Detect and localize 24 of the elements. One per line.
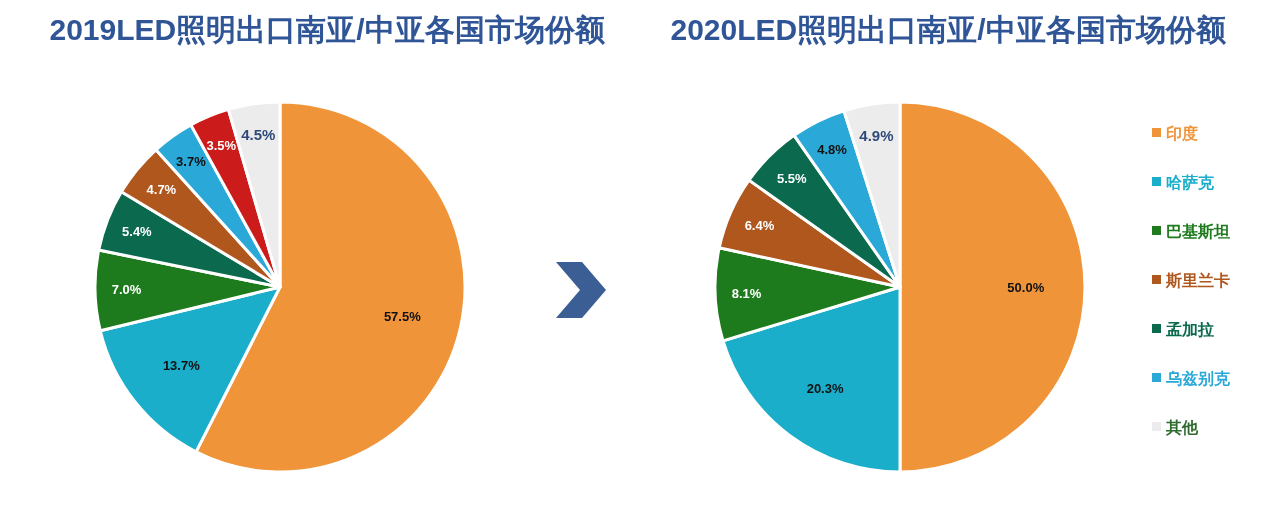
data-label: 3.7% — [176, 154, 207, 170]
legend-label: 印度 — [1166, 123, 1198, 142]
chart-title: 2020LED照明出口南亚/中亚各国市场份额 — [670, 13, 1226, 46]
data-label: 4.5% — [241, 126, 276, 144]
data-label: 3.5% — [206, 137, 237, 153]
data-label: 8.1% — [731, 285, 762, 301]
data-label: 5.5% — [776, 170, 808, 186]
data-label: 5.4% — [122, 223, 153, 239]
legend-label: 孟加拉 — [1165, 320, 1214, 338]
data-label: 4.9% — [859, 126, 894, 144]
data-label: 20.3% — [806, 380, 844, 396]
legend-label: 乌兹别克 — [1165, 369, 1231, 387]
data-label: 4.8% — [817, 141, 848, 157]
data-label: 13.7% — [162, 357, 201, 373]
chart-title: 2019LED照明出口南亚/中亚各国市场份额 — [49, 13, 605, 46]
data-label: 50.0% — [1007, 279, 1045, 295]
data-label: 6.4% — [744, 217, 775, 233]
legend-label: 哈萨克 — [1166, 173, 1215, 191]
legend-label: 斯里兰卡 — [1165, 271, 1230, 289]
data-label: 57.5% — [383, 308, 422, 324]
legend-label: 其他 — [1165, 418, 1199, 436]
data-label: 4.7% — [146, 182, 177, 197]
legend-label: 巴基斯坦 — [1166, 222, 1230, 240]
data-label: 7.0% — [111, 282, 142, 298]
